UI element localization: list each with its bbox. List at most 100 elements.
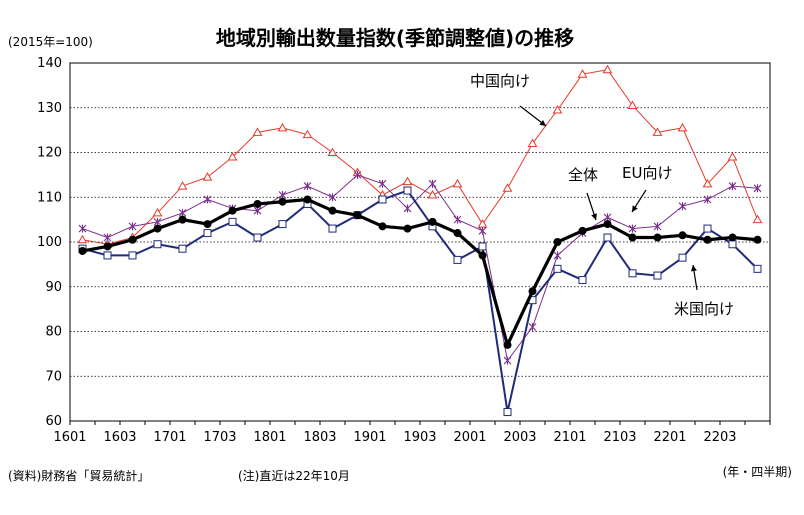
gridlines bbox=[70, 107, 770, 377]
data-point bbox=[228, 217, 237, 226]
x-tick-label: 1603 bbox=[103, 430, 136, 445]
data-point bbox=[553, 238, 562, 246]
footnote: (注)直近は22年10月 bbox=[238, 468, 350, 483]
data-point bbox=[603, 213, 612, 222]
data-point bbox=[703, 224, 712, 233]
x-tick-label: 2001 bbox=[453, 430, 486, 445]
x-tick-label: 1803 bbox=[303, 430, 336, 445]
data-point bbox=[602, 64, 613, 74]
data-point bbox=[78, 224, 87, 233]
data-point bbox=[578, 276, 587, 285]
data-point bbox=[502, 183, 513, 192]
x-tick-label: 1901 bbox=[353, 430, 386, 445]
x-tick-label: 1601 bbox=[53, 430, 86, 445]
annotation-label: 中国向け bbox=[470, 72, 530, 90]
data-point bbox=[153, 224, 162, 233]
arrow-head bbox=[539, 119, 546, 126]
series-x bbox=[78, 170, 762, 365]
data-point bbox=[727, 151, 738, 161]
data-point bbox=[278, 197, 287, 206]
data-point bbox=[402, 176, 413, 186]
data-point bbox=[653, 271, 662, 280]
data-point bbox=[202, 172, 213, 181]
data-point bbox=[378, 222, 387, 231]
data-point bbox=[328, 224, 337, 233]
data-point bbox=[378, 195, 387, 204]
y-tick-label: 100 bbox=[37, 235, 62, 250]
data-point bbox=[153, 240, 162, 249]
x-tick-label: 1701 bbox=[153, 430, 186, 445]
data-point bbox=[527, 138, 538, 148]
data-point bbox=[428, 217, 437, 226]
data-point bbox=[152, 207, 163, 217]
data-point bbox=[753, 184, 762, 193]
data-point bbox=[428, 179, 437, 188]
data-point bbox=[427, 190, 438, 199]
series-line bbox=[82, 174, 758, 362]
data-point bbox=[453, 229, 462, 238]
x-tick-label: 2103 bbox=[603, 430, 636, 445]
data-point bbox=[203, 220, 212, 229]
data-point bbox=[353, 170, 362, 179]
data-point bbox=[503, 356, 512, 365]
data-point bbox=[678, 231, 687, 240]
annotation-label: 米国向け bbox=[674, 300, 734, 318]
y-tick-label: 120 bbox=[37, 146, 62, 161]
data-point bbox=[652, 127, 663, 136]
x-tick-label: 1903 bbox=[403, 430, 436, 445]
x-tick-label: 2203 bbox=[703, 430, 736, 445]
data-point bbox=[628, 269, 637, 278]
x-tick-label: 2003 bbox=[503, 430, 536, 445]
series-line bbox=[82, 189, 759, 414]
x-unit-label: (年・四半期) bbox=[723, 465, 792, 479]
arrow-head bbox=[632, 205, 638, 212]
data-point bbox=[478, 251, 487, 260]
data-point bbox=[628, 233, 637, 242]
data-point bbox=[278, 220, 287, 229]
y-tick-label: 90 bbox=[45, 280, 62, 295]
data-point bbox=[553, 251, 562, 260]
data-point bbox=[528, 287, 537, 296]
data-point bbox=[728, 240, 737, 249]
data-point bbox=[628, 224, 637, 233]
data-point bbox=[578, 226, 587, 235]
data-point bbox=[177, 181, 188, 190]
data-point bbox=[553, 264, 562, 273]
data-point bbox=[328, 206, 337, 215]
data-point bbox=[153, 217, 162, 226]
series-circle bbox=[78, 195, 762, 349]
data-point bbox=[703, 235, 712, 244]
series-group bbox=[77, 64, 763, 417]
data-point bbox=[453, 215, 462, 224]
data-point bbox=[253, 206, 262, 215]
data-point bbox=[128, 235, 137, 244]
data-point bbox=[577, 69, 588, 78]
data-point bbox=[78, 246, 87, 255]
data-point bbox=[753, 264, 762, 273]
data-point bbox=[278, 191, 287, 200]
data-point bbox=[503, 408, 512, 417]
data-point bbox=[303, 182, 312, 191]
data-point bbox=[728, 233, 737, 242]
y-tick-label: 140 bbox=[37, 56, 62, 71]
data-point bbox=[452, 178, 463, 188]
x-tick-label: 1703 bbox=[203, 430, 236, 445]
data-point bbox=[503, 340, 512, 349]
data-point bbox=[277, 122, 288, 132]
data-point bbox=[252, 127, 263, 136]
data-point bbox=[403, 204, 412, 213]
data-point bbox=[302, 129, 313, 139]
data-point bbox=[403, 186, 412, 195]
data-point bbox=[328, 193, 337, 202]
data-point bbox=[653, 233, 662, 242]
data-point bbox=[378, 179, 387, 188]
annotation-label: 全体 bbox=[568, 166, 598, 184]
data-point bbox=[603, 220, 612, 229]
source-note: (資料)財務省「貿易統計」 bbox=[8, 468, 149, 483]
arrow-head bbox=[690, 265, 697, 272]
data-point bbox=[753, 235, 762, 244]
data-point bbox=[678, 202, 687, 211]
data-point bbox=[703, 195, 712, 204]
